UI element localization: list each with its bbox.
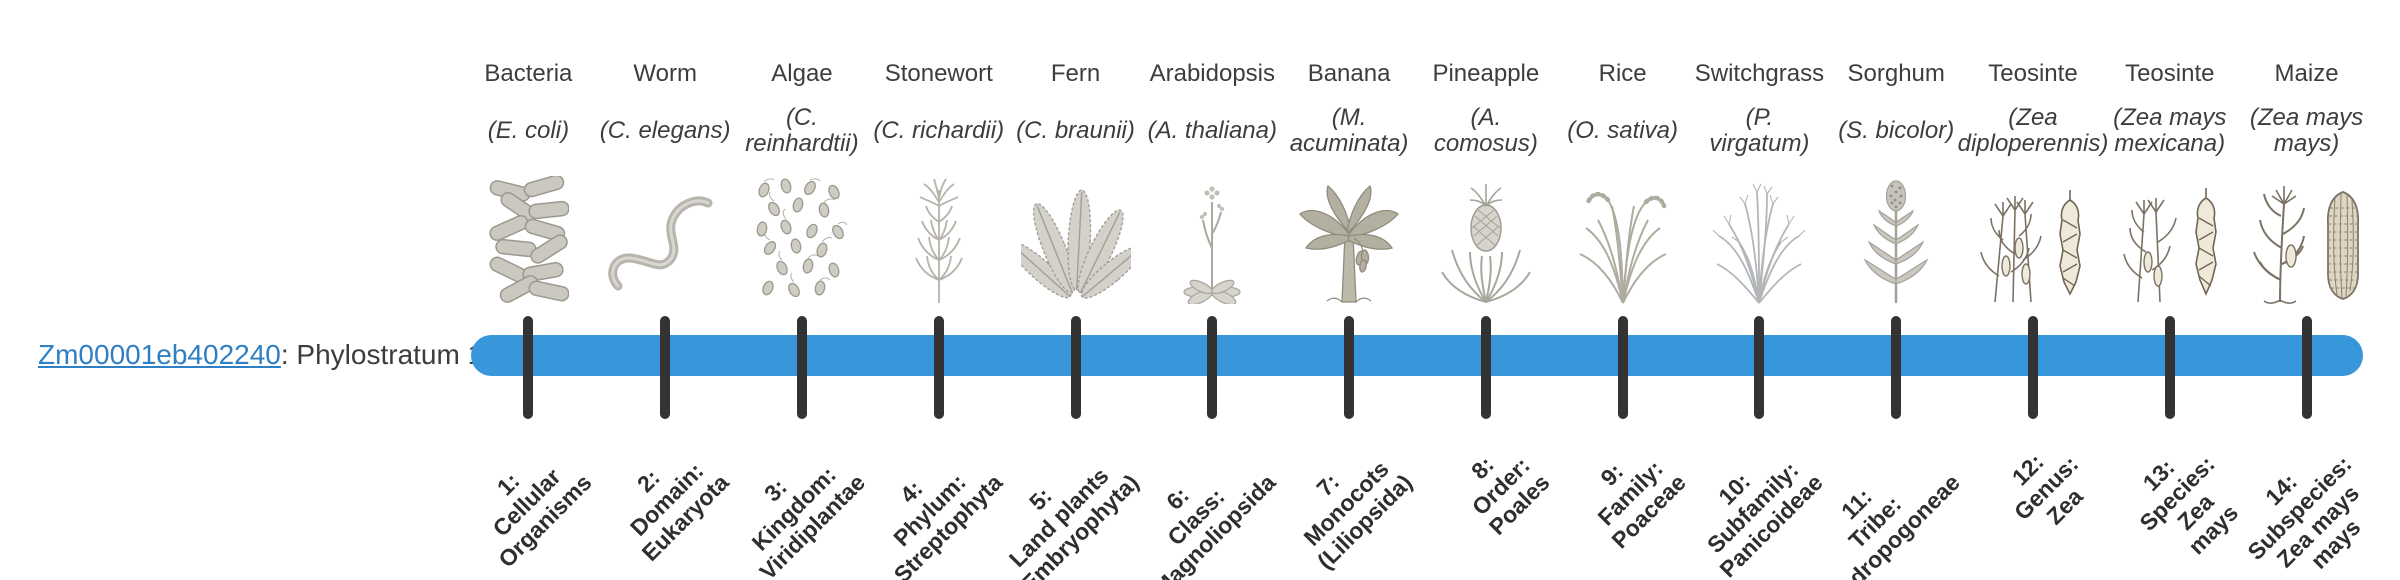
- phylostratum-label: 3: Kingdom: Viridiplantae: [746, 461, 871, 580]
- pineapple-icon: [1418, 166, 1554, 304]
- timeline-tick: [1344, 316, 1355, 419]
- organism-name: Arabidopsis: [1149, 60, 1275, 87]
- teosinte-mexicana-icon: [2102, 166, 2238, 304]
- maize-icon: [2239, 166, 2375, 304]
- organism-scientific-name: (A. comosus): [1433, 104, 1538, 157]
- organism-column: Maize (Zea mays mays) 14: Subspecies: Ze…: [2238, 0, 2375, 580]
- timeline-tick: [796, 316, 807, 419]
- timeline-tick: [523, 316, 534, 419]
- timeline-tick: [2301, 316, 2312, 419]
- organism-name: Switchgrass: [1694, 60, 1825, 87]
- organism-scientific-name: (C. elegans): [599, 117, 731, 145]
- teosinte-diploperennis-icon: [1965, 166, 2101, 304]
- timeline-tick: [2164, 316, 2175, 419]
- organism-scientific-name: (S. bicolor): [1838, 117, 1955, 145]
- timeline-tick: [2027, 316, 2038, 419]
- organism-scientific-name: (A. thaliana): [1147, 117, 1277, 145]
- organism-columns: Bacteria (E. coli) 1: Cellular Organisms…: [460, 0, 2375, 580]
- organism-name: Teosinte: [1988, 60, 2078, 87]
- phylostratum-label: 12: Genus: Zea: [2006, 448, 2088, 530]
- organism-column: Worm (C. elegans) 2: Domain: Eukaryota: [597, 0, 734, 580]
- phylostratum-label: 13: Species: Zea mays: [2134, 450, 2244, 560]
- phylostratum-label: 1: Cellular Organisms: [487, 463, 597, 573]
- worm-icon: [597, 166, 733, 304]
- organism-name: Teosinte: [2125, 60, 2215, 87]
- organism-column: Switchgrass (P. virgatum) 10: Subfamily:…: [1691, 0, 1828, 580]
- timeline-tick: [1891, 316, 1902, 419]
- organism-column: Banana (M. acuminata) 7: Monocots (Lilio…: [1281, 0, 1418, 580]
- organism-name: Sorghum: [1847, 60, 1945, 87]
- organism-name: Bacteria: [484, 60, 573, 87]
- organism-name: Maize: [2274, 60, 2339, 87]
- organism-scientific-name: (E. coli): [487, 117, 570, 145]
- rice-icon: [1555, 166, 1691, 304]
- organism-name: Algae: [771, 60, 833, 87]
- timeline-tick: [1754, 316, 1765, 419]
- timeline-tick: [1207, 316, 1218, 419]
- algae-icon: [734, 166, 870, 304]
- sorghum-icon: [1828, 166, 1964, 304]
- organism-column: Bacteria (E. coli) 1: Cellular Organisms: [460, 0, 597, 580]
- organism-name: Fern: [1050, 60, 1101, 87]
- timeline-tick: [933, 316, 944, 419]
- organism-scientific-name: (C. reinhardtii): [745, 104, 859, 157]
- timeline-tick: [1617, 316, 1628, 419]
- phylostratum-text: : Phylostratum 1: [280, 339, 484, 370]
- organism-scientific-name: (Zea diploperennis): [1957, 104, 2109, 157]
- stonewort-icon: [871, 166, 1007, 304]
- organism-column: Pineapple (A. comosus) 8: Order: Poales: [1417, 0, 1554, 580]
- phylostratum-label: 2: Domain: Eukaryota: [624, 457, 734, 566]
- organism-column: Teosinte (Zea mays mexicana) 13: Species…: [2101, 0, 2243, 580]
- phylostratum-label: 14: Subspecies: Zea mays mays: [2242, 450, 2366, 575]
- organism-column: Stonewort (C. richardii) 4: Phylum: Stre…: [870, 0, 1007, 580]
- organism-column: Rice (O. sativa) 9: Family: Poaceae: [1554, 0, 1691, 580]
- organism-scientific-name: (Zea mays mays): [2249, 104, 2364, 157]
- organism-name: Stonewort: [884, 60, 993, 87]
- banana-icon: [1281, 166, 1417, 304]
- organism-name: Pineapple: [1432, 60, 1540, 87]
- organism-name: Rice: [1598, 60, 1647, 87]
- organism-scientific-name: (C. richardii): [873, 117, 1005, 145]
- organism-column: Teosinte (Zea diploperennis) 12: Genus: …: [1958, 0, 2109, 580]
- organism-scientific-name: (Zea mays mexicana): [2113, 104, 2227, 157]
- organism-column: Sorghum (S. bicolor) 11: Tribe: Andropog…: [1821, 0, 1965, 580]
- organism-name: Banana: [1307, 60, 1391, 87]
- timeline-tick: [1070, 316, 1081, 419]
- organism-scientific-name: (M. acuminata): [1289, 104, 1409, 157]
- arabidopsis-icon: [1144, 166, 1280, 304]
- gene-label: Zm00001eb402240: Phylostratum 1: [38, 338, 483, 372]
- organism-scientific-name: (O. sativa): [1567, 117, 1678, 145]
- timeline-bar: [471, 335, 2363, 376]
- gene-link[interactable]: Zm00001eb402240: [38, 339, 281, 370]
- organism-column: Algae (C. reinhardtii) 3: Kingdom: Virid…: [734, 0, 871, 580]
- organism-scientific-name: (P. virgatum): [1709, 104, 1810, 157]
- switchgrass-icon: [1691, 166, 1827, 304]
- fern-icon: [1008, 166, 1144, 304]
- timeline-tick: [1480, 316, 1491, 419]
- timeline-tick: [660, 316, 671, 419]
- phylostratum-label: 7: Monocots (Liliopsida): [1298, 455, 1418, 574]
- bacteria-icon: [460, 166, 596, 304]
- organism-column: Arabidopsis (A. thaliana) 6: Class: Magn…: [1144, 0, 1281, 580]
- phylostratum-label: 8: Order: Poales: [1465, 451, 1554, 540]
- phylostratum-label: 9: Family: Poaceae: [1592, 455, 1691, 554]
- organism-scientific-name: (C. braunii): [1016, 117, 1135, 145]
- organism-name: Worm: [633, 60, 697, 87]
- organism-column: Fern (C. braunii) 5: Land plants (Embryo…: [1004, 0, 1144, 580]
